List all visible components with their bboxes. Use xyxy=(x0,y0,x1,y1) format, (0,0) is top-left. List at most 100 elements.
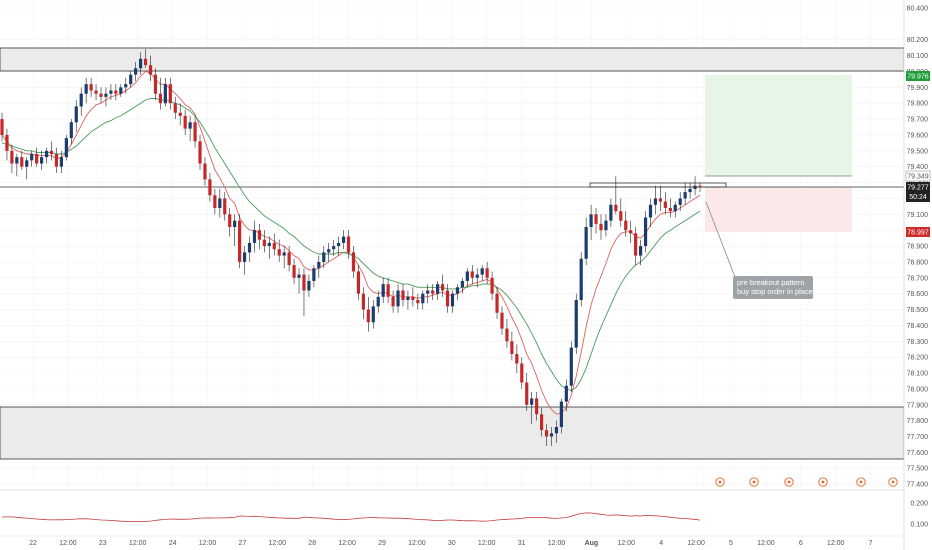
candle-body xyxy=(450,293,455,307)
price-tick-label: 80.400 xyxy=(907,6,929,13)
time-tick-label: Aug xyxy=(585,540,599,547)
candle-body xyxy=(589,214,593,228)
profit-zone xyxy=(705,75,852,176)
candle-body xyxy=(624,220,628,231)
candle-body xyxy=(391,296,395,307)
candle-body xyxy=(287,252,291,266)
candle-body xyxy=(233,220,237,228)
price-tick-label: 77.900 xyxy=(907,402,929,409)
candle-body xyxy=(401,290,405,301)
event-dot xyxy=(787,480,791,484)
candle-body xyxy=(653,198,658,205)
price-tick-label: 78.800 xyxy=(907,259,929,266)
price-tick-label: 79.100 xyxy=(907,212,929,219)
price-tick-label: 78.700 xyxy=(907,275,929,282)
candle-body xyxy=(183,115,187,129)
event-dot xyxy=(891,480,895,484)
candle-body xyxy=(648,204,653,218)
candle-body xyxy=(252,230,257,243)
candle-body xyxy=(658,198,662,202)
candle-body xyxy=(436,284,440,294)
indicator-tick-label: 0.100 xyxy=(910,522,928,529)
price-tick-label: 77.500 xyxy=(907,466,929,473)
candle-body xyxy=(49,150,54,155)
time-tick-label: 22 xyxy=(29,540,37,547)
indicator-pane xyxy=(0,489,904,522)
candle-body xyxy=(242,252,247,262)
bar-countdown-label: 50:24 xyxy=(909,194,927,201)
time-tick-label: 7 xyxy=(869,540,873,547)
entry-price-tag xyxy=(905,170,931,182)
candle-body xyxy=(599,223,603,231)
economic-events[interactable] xyxy=(715,477,898,487)
time-tick-label: 30 xyxy=(448,540,456,547)
time-tick-label: 12:00 xyxy=(199,540,217,547)
candle-body xyxy=(99,93,103,97)
candle-body xyxy=(440,284,445,291)
candle-body xyxy=(25,160,29,167)
candle-body xyxy=(148,65,153,75)
candle-body xyxy=(64,138,68,158)
candle-body xyxy=(30,154,34,161)
candle-body xyxy=(381,284,385,297)
price-axis-bg xyxy=(904,0,932,550)
candle-body xyxy=(465,271,469,281)
event-dot xyxy=(821,480,825,484)
candle-body xyxy=(604,220,608,231)
annotation[interactable]: pre breakout pattern buy stop order in p… xyxy=(705,201,813,299)
candle-body xyxy=(544,430,549,437)
candle-body xyxy=(168,84,172,104)
candle-body xyxy=(396,290,400,307)
candle-body xyxy=(218,198,222,208)
candle-body xyxy=(356,271,361,294)
time-tick-label: 31 xyxy=(518,540,526,547)
candle-body xyxy=(262,239,266,247)
candle-body xyxy=(574,300,578,348)
candle-body xyxy=(351,252,356,272)
zones xyxy=(0,47,905,460)
candle-body xyxy=(247,242,252,253)
candle-body xyxy=(406,296,410,301)
candle-body xyxy=(673,204,677,212)
candle-body xyxy=(520,363,524,383)
candle-body xyxy=(89,84,93,91)
time-axis[interactable]: 22 12:00 23 12:00 24 12:00 27 12:00 28 12:00 29 12:… xyxy=(0,535,904,547)
price-axis[interactable]: 80.40080.20080.10080.00079.90079.80079.7… xyxy=(903,0,932,550)
candle-body xyxy=(129,74,133,85)
time-tick-label: 12:00 xyxy=(687,540,705,547)
candle-body xyxy=(238,220,242,262)
candle-body xyxy=(411,296,415,301)
candle-body xyxy=(495,293,499,313)
price-tick-label: 78.000 xyxy=(907,386,929,393)
candle-body xyxy=(515,353,519,364)
price-tick-label: 77.700 xyxy=(907,434,929,441)
price-tick-label: 78.100 xyxy=(907,371,929,378)
candle-body xyxy=(698,185,702,188)
time-tick-label: 12:00 xyxy=(478,540,496,547)
breakout-range-box xyxy=(589,182,727,188)
event-dot xyxy=(859,480,863,484)
candle-body xyxy=(426,290,430,294)
candle-body xyxy=(134,68,138,75)
candle-body xyxy=(35,154,39,164)
price-tick-label: 78.200 xyxy=(907,355,929,362)
indicator-tick-label: 0.200 xyxy=(910,501,928,508)
price-tick-label: 78.400 xyxy=(907,323,929,330)
time-tick-label: 24 xyxy=(169,540,177,547)
stop-price-tag xyxy=(906,227,930,237)
candle-body xyxy=(15,157,19,164)
candle-body xyxy=(74,106,78,123)
price-tick-label: 79.900 xyxy=(907,85,929,92)
indicator-line xyxy=(1,512,701,522)
price-tick-label: 77.600 xyxy=(907,450,929,457)
candle-body xyxy=(267,242,271,247)
time-tick-label: 6 xyxy=(799,540,803,547)
price-tick-label: 79.500 xyxy=(907,148,929,155)
candle-body xyxy=(376,296,380,307)
candle-body xyxy=(292,265,296,278)
candle-body xyxy=(525,382,529,405)
candle-body xyxy=(114,90,118,94)
candle-body xyxy=(297,274,301,278)
stop-price-label: 78.997 xyxy=(907,230,929,237)
